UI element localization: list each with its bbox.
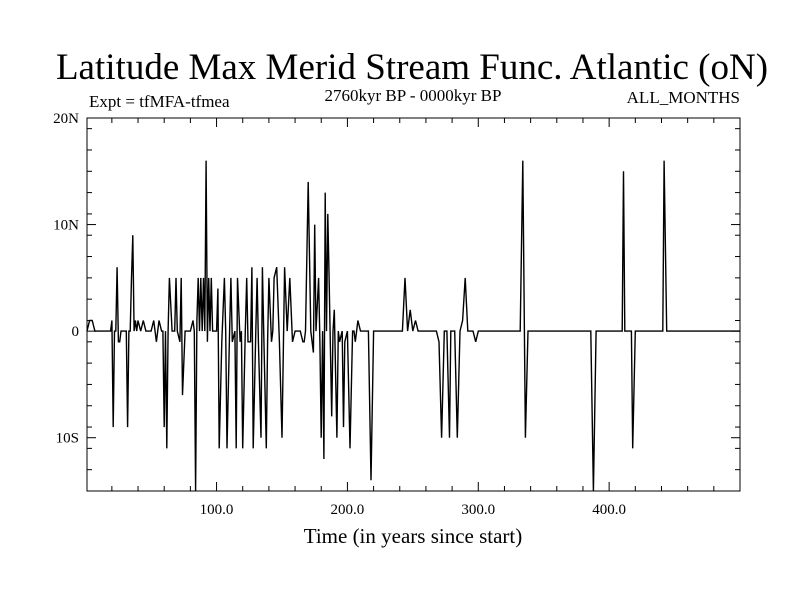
- plot-frame: [86, 117, 741, 492]
- plot-area: 20N 10N 0 10S 100.0 200.0 300.0 400.0: [53, 111, 741, 518]
- subtitle-left: Expt = tfMFA-tfmea: [89, 92, 230, 111]
- y-tick-label: 20N: [53, 111, 79, 127]
- y-tick-label: 0: [72, 324, 80, 340]
- series-line: [86, 160, 740, 492]
- y-tick-label: 10N: [53, 218, 79, 234]
- subtitle-center: 2760kyr BP - 0000kyr BP: [325, 86, 502, 105]
- x-axis-label: Time (in years since start): [304, 524, 523, 548]
- chart-title: Latitude Max Merid Stream Func. Atlantic…: [56, 47, 768, 88]
- y-tick-label: 10S: [56, 431, 79, 447]
- x-tick-label: 100.0: [200, 502, 234, 518]
- x-tick-label: 200.0: [331, 502, 365, 518]
- subtitle-right: ALL_MONTHS: [627, 88, 740, 107]
- x-tick-label: 300.0: [461, 502, 495, 518]
- x-tick-label: 400.0: [592, 502, 626, 518]
